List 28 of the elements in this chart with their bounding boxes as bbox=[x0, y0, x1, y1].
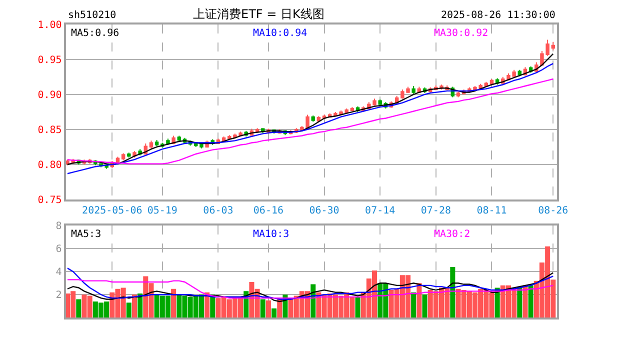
y-tick-label: 0.90 bbox=[38, 90, 62, 101]
text: MA5:0.96 bbox=[71, 28, 120, 39]
y-tick-label: 4 bbox=[56, 267, 62, 278]
x-tick-label: 06-16 bbox=[253, 206, 284, 217]
x-tick-label: 07-28 bbox=[420, 206, 451, 217]
y-tick-label: 8 bbox=[56, 221, 62, 232]
x-tick-label: 05-19 bbox=[147, 206, 178, 217]
text: MA5:3 bbox=[71, 229, 102, 240]
x-tick-label: 08-26 bbox=[538, 206, 568, 217]
y-tick-label: 2 bbox=[56, 290, 62, 302]
y-tick-label: 0.75 bbox=[38, 195, 62, 206]
text: sh510210 bbox=[68, 10, 116, 21]
y-tick-label: 0.85 bbox=[38, 124, 62, 136]
text: MA30:2 bbox=[434, 229, 470, 240]
y-tick-label: 1.00 bbox=[38, 20, 62, 31]
text: MA10:3 bbox=[253, 229, 290, 240]
chart-title: 上证消费ETF = 日K线图 bbox=[193, 7, 324, 21]
y-tick-label: 6 bbox=[56, 244, 62, 256]
y-tick-label: 0.95 bbox=[38, 54, 62, 66]
text: 2025-08-26 11:30:00 bbox=[441, 10, 556, 21]
x-tick-label: 2025-05-06 bbox=[82, 206, 142, 217]
text: MA10:0.94 bbox=[253, 28, 308, 39]
x-tick-label: 06-03 bbox=[203, 206, 234, 217]
x-tick-label: 06-30 bbox=[309, 206, 340, 217]
x-tick-label: 07-14 bbox=[365, 206, 396, 217]
x-tick-label: 08-11 bbox=[476, 206, 507, 217]
text: MA30:0.92 bbox=[434, 28, 488, 39]
y-tick-label: 0.80 bbox=[38, 160, 62, 171]
